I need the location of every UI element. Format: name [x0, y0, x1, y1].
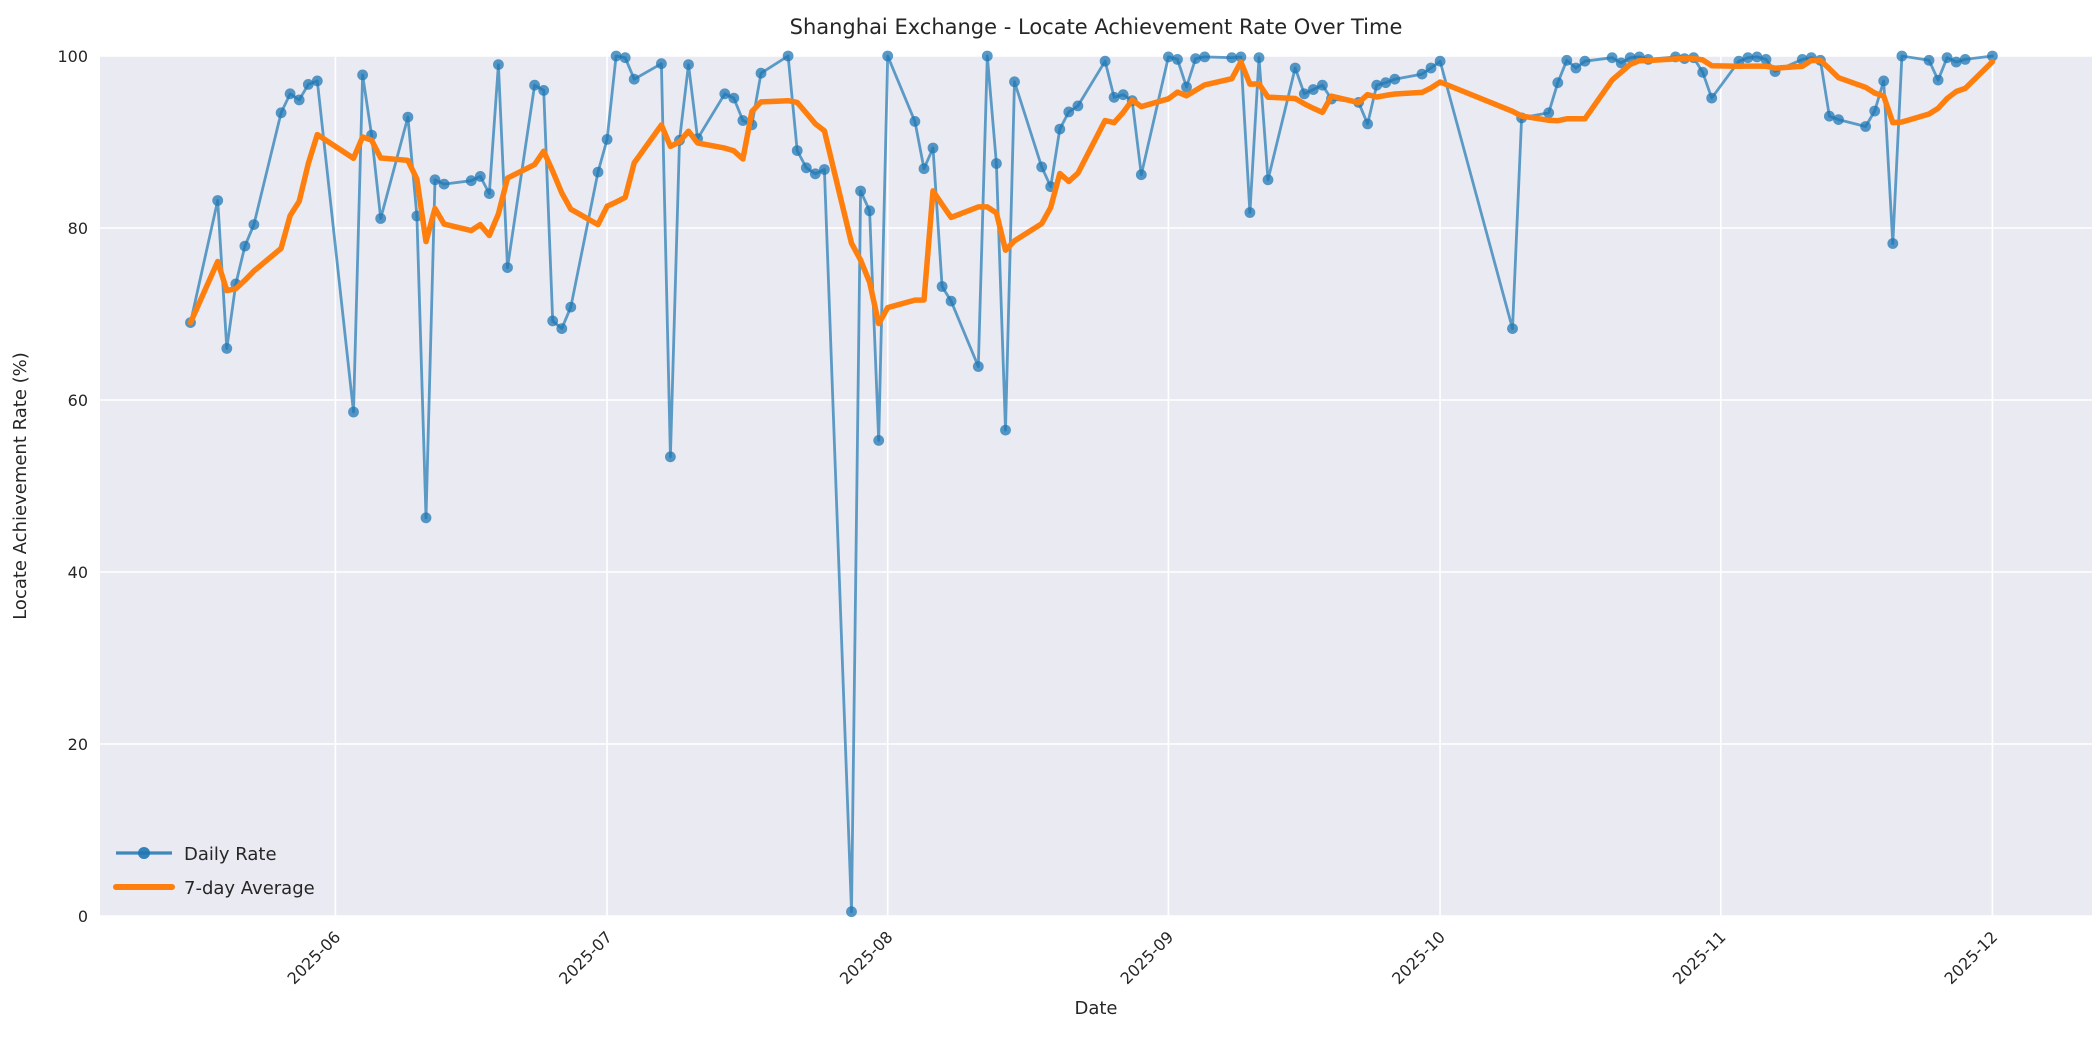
gridlines — [100, 55, 2092, 917]
chart-title: Shanghai Exchange - Locate Achievement R… — [790, 15, 1403, 39]
y-tick-label: 40 — [68, 563, 88, 582]
legend-daily-rate-label: Daily Rate — [184, 844, 277, 865]
legend-daily-rate-marker-sample — [138, 847, 150, 859]
x-tick-labels: 2025-06 2025-07 2025-08 2025-09 2025-10 2025-… — [284, 927, 2002, 988]
x-tick-label: 2025-06 — [284, 927, 345, 988]
seven-day-average-line — [187, 55, 1996, 327]
y-tick-label: 20 — [68, 735, 88, 754]
y-tick-label: 0 — [78, 907, 88, 926]
y-tick-label: 100 — [57, 47, 88, 66]
legend: Daily Rate 7-day Average — [113, 844, 315, 899]
x-axis-label: Date — [1074, 998, 1117, 1019]
x-tick-label: 2025-10 — [1388, 927, 1449, 988]
y-tick-label: 60 — [68, 391, 88, 410]
plot-area — [100, 56, 2092, 916]
x-tick-label: 2025-11 — [1669, 927, 1730, 988]
x-tick-label: 2025-09 — [1117, 927, 1178, 988]
y-tick-labels: 0 20 40 60 80 100 — [57, 47, 88, 926]
x-tick-label: 2025-08 — [836, 927, 897, 988]
x-tick-label: 2025-07 — [555, 927, 616, 988]
y-axis-label: Locate Achievement Rate (%) — [10, 352, 31, 620]
y-tick-label: 80 — [68, 219, 88, 238]
x-tick-label: 2025-12 — [1941, 927, 2002, 988]
legend-seven-day-average-label: 7-day Average — [184, 878, 315, 899]
daily-rate-line — [189, 54, 1994, 914]
